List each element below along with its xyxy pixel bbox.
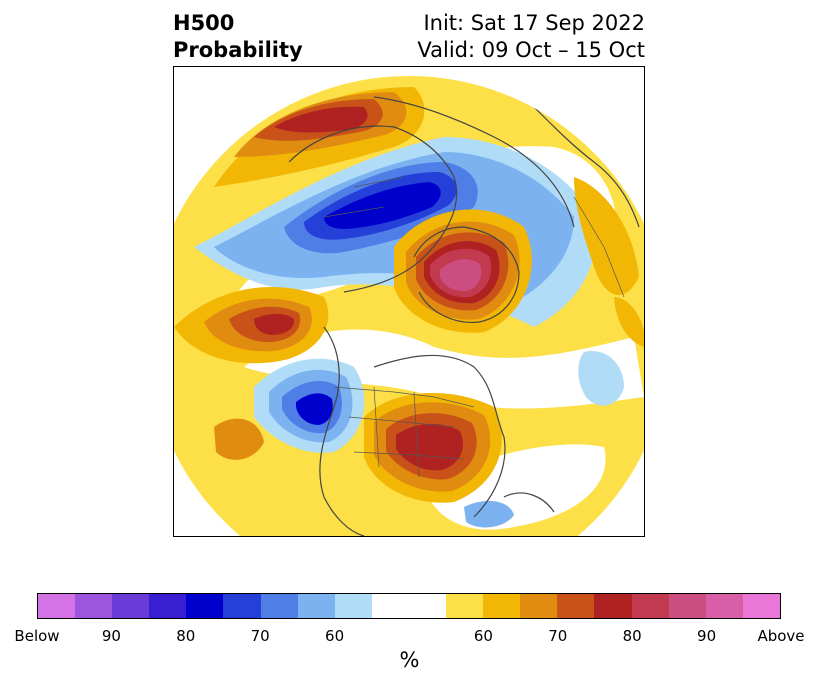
colorbar-swatch [520,594,558,618]
colorbar-tick-label: 60 [325,627,345,645]
colorbar-swatch [668,594,706,618]
colorbar-tick-label: Above [757,627,805,645]
above-normal-region [440,259,482,292]
polar-projection [174,74,644,536]
colorbar-tick-label: 70 [250,627,270,645]
colorbar-swatch [75,594,113,618]
colorbar-swatch [483,594,521,618]
colorbar-tick-label: 90 [697,627,717,645]
colorbar-unit: % [399,648,420,672]
valid-range: Valid: 09 Oct – 15 Oct [417,38,645,62]
colorbar-swatch [38,594,76,618]
colorbar-swatch [557,594,595,618]
above-normal-region [214,418,264,460]
colorbar-swatch [446,594,484,618]
colorbar-swatch [186,594,224,618]
colorbar-tick-label: Below [14,627,60,645]
title-product: Probability [173,38,303,62]
neutral-zone [244,329,644,409]
colorbar-swatch [742,594,780,618]
colorbar-swatch [149,594,187,618]
init-date: Init: Sat 17 Sep 2022 [423,11,645,35]
above-normal-region [254,313,295,335]
colorbar-swatch [631,594,669,618]
colorbar-swatch [705,594,743,618]
colorbar-swatch [408,594,447,618]
colorbar-swatch [112,594,150,618]
colorbar-swatch [223,594,261,618]
colorbar-tick-label: 60 [473,627,493,645]
coastlines [288,96,640,536]
below-normal-region [464,500,514,528]
colorbar-tick-label: 80 [176,627,196,645]
colorbar-tick-label: 80 [622,627,642,645]
colorbar [37,593,781,619]
colorbar-swatch [371,594,409,618]
colorbar-swatch [334,594,372,618]
below-normal-region [296,393,333,425]
colorbar-swatch [594,594,632,618]
below-normal-region [324,182,441,229]
title-variable: H500 [173,11,235,35]
map-dates: Init: Sat 17 Sep 2022 Valid: 09 Oct – 15… [417,10,645,64]
probability-map [173,66,645,537]
borders [323,176,625,478]
colorbar-swatch [260,594,298,618]
colorbar-tick-label: 90 [101,627,121,645]
colorbar-ticks: Below 90 80 70 60 60 70 80 90 Above [14,627,804,647]
colorbar-swatch [297,594,335,618]
colorbar-tick-label: 70 [548,627,568,645]
map-title: H500 Probability [173,10,303,64]
above-normal-region [396,423,463,471]
above-normal-region [614,297,644,347]
above-normal-region [274,106,368,133]
above-normal-region [574,177,639,296]
below-normal-region [578,351,624,406]
